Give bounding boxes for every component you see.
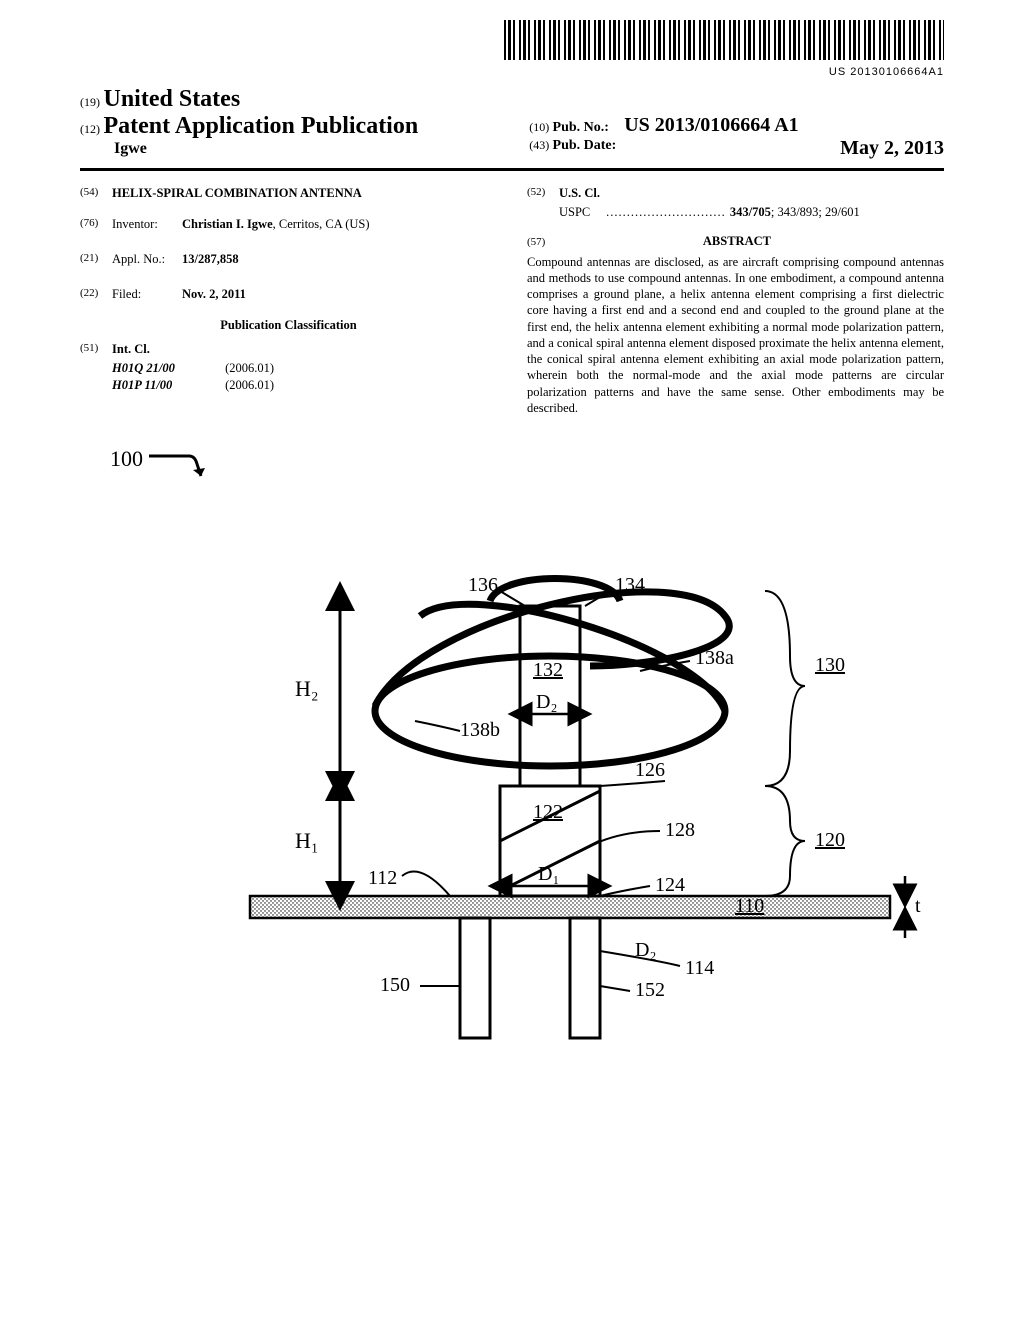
header: (19) United States (12) Patent Applicati… <box>80 86 944 160</box>
figure-svg: 110 122 132 H₂ H <box>190 496 930 1126</box>
inventor-value: Christian I. Igwe, Cerritos, CA (US) <box>182 216 497 233</box>
pubclass-heading: Publication Classification <box>80 317 497 334</box>
doc-type: Patent Application Publication <box>104 113 419 139</box>
ref-120: 120 <box>815 829 845 851</box>
pubno-value: US 2013/0106664 A1 <box>612 114 798 136</box>
doc-num: (12) <box>80 122 100 136</box>
ref-152: 152 <box>635 979 665 1001</box>
right-column: (52) U.S. Cl. USPC .....................… <box>527 185 944 416</box>
filed-num: (22) <box>80 286 112 303</box>
intcl-code-0: H01Q 21/00 <box>112 360 222 377</box>
uspc-main: 343/705 <box>730 205 771 219</box>
ref-138a: 138a <box>695 647 734 669</box>
uspc-row: USPC ............................. 343/7… <box>527 204 944 221</box>
ref-100: 100 <box>110 446 205 482</box>
applicant: Igwe <box>80 140 495 158</box>
pubdate-num: (43) <box>529 138 549 152</box>
ref-132: 132 <box>533 659 563 681</box>
ref-114: 114 <box>685 957 714 979</box>
label-D2-upper: D₂ <box>536 691 557 713</box>
pubno-label: Pub. No.: <box>553 120 609 135</box>
ref-130: 130 <box>815 654 845 676</box>
header-left: (19) United States (12) Patent Applicati… <box>80 86 495 158</box>
intcl-label: Int. Cl. <box>112 341 497 358</box>
abstract-body: Compound antennas are disclosed, as are … <box>527 254 944 417</box>
intcl-row-1: H01P 11/00 (2006.01) <box>80 377 497 394</box>
pubdate-label: Pub. Date: <box>553 138 617 153</box>
uspc-rest: ; 343/893; 29/601 <box>771 205 860 219</box>
ref-126: 126 <box>635 759 665 781</box>
ref-128: 128 <box>665 819 695 841</box>
ref-110: 110 <box>735 895 764 917</box>
inventor-loc: , Cerritos, CA (US) <box>273 217 370 231</box>
title: HELIX-SPIRAL COMBINATION ANTENNA <box>112 185 497 202</box>
ref-124: 124 <box>655 874 685 896</box>
label-D1: D₁ <box>538 863 559 885</box>
left-column: (54) HELIX-SPIRAL COMBINATION ANTENNA (7… <box>80 185 497 416</box>
inventor-name: Christian I. Igwe <box>182 217 273 231</box>
ref-112: 112 <box>368 867 397 889</box>
intcl-code-1: H01P 11/00 <box>112 377 222 394</box>
ref-150: 150 <box>380 974 410 996</box>
pubdate-value: May 2, 2013 <box>840 137 944 160</box>
intcl-year-1: (2006.01) <box>225 377 274 394</box>
intcl-year-0: (2006.01) <box>225 360 274 377</box>
uspc-dots: ............................. <box>606 205 730 219</box>
ref-136: 136 <box>468 574 498 596</box>
abstract-num: (57) <box>527 236 545 248</box>
filed-value: Nov. 2, 2011 <box>182 286 497 303</box>
barcode-bars <box>504 20 944 60</box>
intcl-row-0: H01Q 21/00 (2006.01) <box>80 360 497 377</box>
divider <box>80 168 944 171</box>
header-right: (10) Pub. No.: US 2013/0106664 A1 (43) P… <box>529 86 944 160</box>
abstract-heading: ABSTRACT <box>548 233 925 250</box>
label-H2: H₂ <box>295 676 319 701</box>
uspc-label: USPC <box>559 204 603 221</box>
inventor-label: Inventor: <box>112 216 182 233</box>
appl-value: 13/287,858 <box>182 251 497 268</box>
barcode-block: US 20130106664A1 <box>80 20 944 78</box>
label-t: t <box>915 895 921 917</box>
uscl-label: U.S. Cl. <box>559 185 944 202</box>
bibliographic-columns: (54) HELIX-SPIRAL COMBINATION ANTENNA (7… <box>80 185 944 416</box>
ref-138b: 138b <box>460 719 500 741</box>
appl-num: (21) <box>80 251 112 268</box>
inventor-num: (76) <box>80 216 112 233</box>
intcl-num: (51) <box>80 341 112 358</box>
filed-label: Filed: <box>112 286 182 303</box>
appl-label: Appl. No.: <box>112 251 182 268</box>
title-num: (54) <box>80 185 112 202</box>
barcode-text: US 20130106664A1 <box>80 66 944 78</box>
label-H1: H₁ <box>295 828 319 853</box>
figure: 100 <box>80 446 944 1136</box>
country: United States <box>104 86 241 112</box>
pubno-num: (10) <box>529 120 549 134</box>
uscl-num: (52) <box>527 185 559 202</box>
ref-134: 134 <box>615 574 645 596</box>
country-num: (19) <box>80 95 100 109</box>
